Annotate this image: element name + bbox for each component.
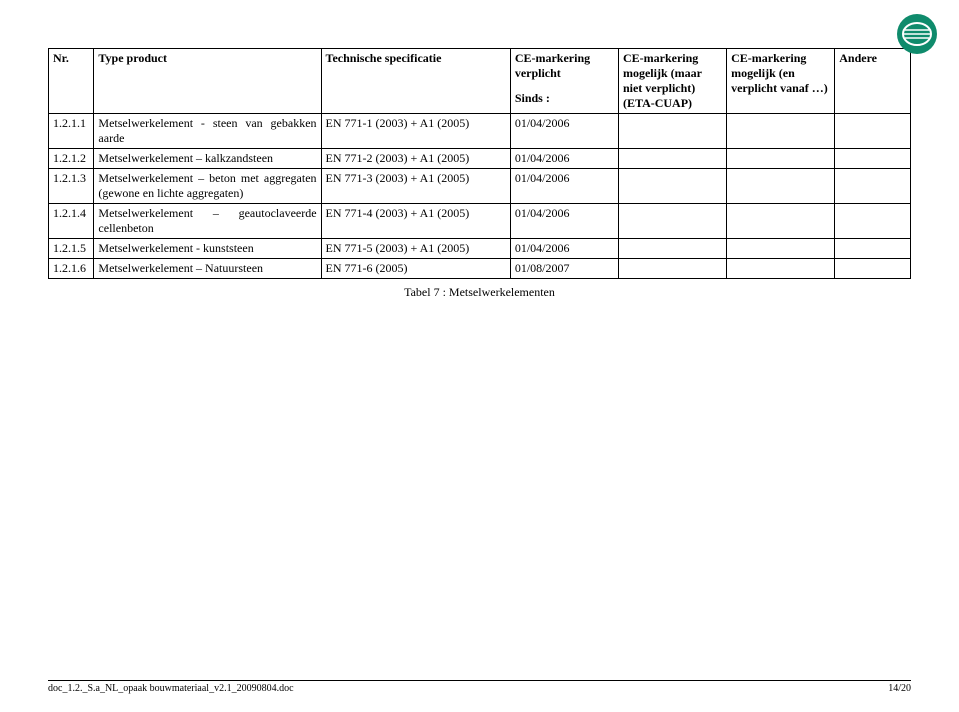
cell-ce2 [618, 169, 726, 204]
cell-andere [835, 259, 911, 279]
cell-ce1: 01/04/2006 [510, 149, 618, 169]
page: Nr. Type product Technische specificatie… [0, 0, 959, 712]
col-tech: Technische specificatie [321, 49, 510, 114]
cell-andere [835, 114, 911, 149]
table-row: 1.2.1.1 Metselwerkelement - steen van ge… [49, 114, 911, 149]
cell-tech: EN 771-2 (2003) + A1 (2005) [321, 149, 510, 169]
cell-nr: 1.2.1.2 [49, 149, 94, 169]
cell-ce2 [618, 149, 726, 169]
table-caption: Tabel 7 : Metselwerkelementen [48, 285, 911, 300]
cell-type: Metselwerkelement – Natuursteen [94, 259, 321, 279]
cell-ce1: 01/08/2007 [510, 259, 618, 279]
cell-ce2 [618, 259, 726, 279]
footer-page-number: 14/20 [888, 683, 911, 694]
cell-ce2 [618, 114, 726, 149]
cell-ce3 [727, 204, 835, 239]
table-row: 1.2.1.2 Metselwerkelement – kalkzandstee… [49, 149, 911, 169]
cell-type: Metselwerkelement - steen van gebakken a… [94, 114, 321, 149]
col-ce-verplicht-line2: Sinds : [515, 91, 614, 106]
cell-type: Metselwerkelement - kunststeen [94, 239, 321, 259]
footer-doc-name: doc_1.2._S.a_NL_opaak bouwmateriaal_v2.1… [48, 683, 294, 694]
table-row: 1.2.1.6 Metselwerkelement – Natuursteen … [49, 259, 911, 279]
cell-ce1: 01/04/2006 [510, 204, 618, 239]
cell-ce1: 01/04/2006 [510, 114, 618, 149]
cell-andere [835, 239, 911, 259]
col-ce-mogelijk-niet: CE-markering mogelijk (maar niet verplic… [618, 49, 726, 114]
cell-nr: 1.2.1.5 [49, 239, 94, 259]
col-nr: Nr. [49, 49, 94, 114]
cell-andere [835, 169, 911, 204]
cell-nr: 1.2.1.3 [49, 169, 94, 204]
cell-nr: 1.2.1.6 [49, 259, 94, 279]
cell-ce3 [727, 169, 835, 204]
cell-ce3 [727, 149, 835, 169]
cell-nr: 1.2.1.4 [49, 204, 94, 239]
logo-icon [895, 12, 939, 56]
col-ce-mogelijk-en: CE-markering mogelijk (en verplicht vana… [727, 49, 835, 114]
col-ce-verplicht-line1: CE-markering verplicht [515, 51, 614, 81]
cell-ce3 [727, 239, 835, 259]
cell-andere [835, 149, 911, 169]
cell-tech: EN 771-4 (2003) + A1 (2005) [321, 204, 510, 239]
table-row: 1.2.1.4 Metselwerkelement – geautoclavee… [49, 204, 911, 239]
cell-ce3 [727, 259, 835, 279]
cell-ce2 [618, 204, 726, 239]
table-header-row: Nr. Type product Technische specificatie… [49, 49, 911, 114]
col-andere: Andere [835, 49, 911, 114]
col-type: Type product [94, 49, 321, 114]
spec-table: Nr. Type product Technische specificatie… [48, 48, 911, 279]
cell-tech: EN 771-3 (2003) + A1 (2005) [321, 169, 510, 204]
cell-type: Metselwerkelement – geautoclaveerde cell… [94, 204, 321, 239]
cell-andere [835, 204, 911, 239]
cell-tech: EN 771-6 (2005) [321, 259, 510, 279]
cell-ce2 [618, 239, 726, 259]
cell-nr: 1.2.1.1 [49, 114, 94, 149]
table-row: 1.2.1.5 Metselwerkelement - kunststeen E… [49, 239, 911, 259]
cell-type: Metselwerkelement – beton met aggregaten… [94, 169, 321, 204]
cell-tech: EN 771-1 (2003) + A1 (2005) [321, 114, 510, 149]
cell-tech: EN 771-5 (2003) + A1 (2005) [321, 239, 510, 259]
col-ce-verplicht: CE-markering verplicht Sinds : [510, 49, 618, 114]
cell-ce1: 01/04/2006 [510, 169, 618, 204]
cell-ce3 [727, 114, 835, 149]
cell-ce1: 01/04/2006 [510, 239, 618, 259]
page-footer: doc_1.2._S.a_NL_opaak bouwmateriaal_v2.1… [48, 680, 911, 694]
table-row: 1.2.1.3 Metselwerkelement – beton met ag… [49, 169, 911, 204]
cell-type: Metselwerkelement – kalkzandsteen [94, 149, 321, 169]
